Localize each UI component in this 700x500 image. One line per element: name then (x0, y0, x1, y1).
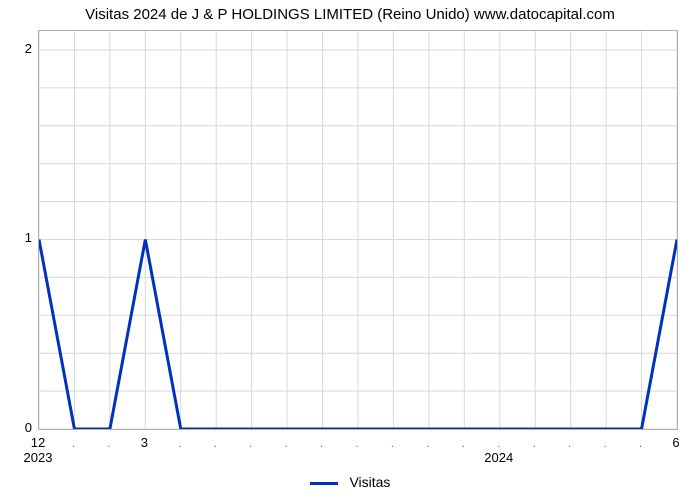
x-minor-tick: . (214, 438, 217, 450)
chart-title: Visitas 2024 de J & P HOLDINGS LIMITED (… (0, 6, 700, 23)
y-tick-label: 1 (0, 230, 32, 245)
visits-chart: Visitas 2024 de J & P HOLDINGS LIMITED (… (0, 0, 700, 500)
x-minor-tick: . (72, 438, 75, 450)
chart-svg (39, 31, 677, 429)
x-minor-tick: . (604, 438, 607, 450)
x-year-label: 2023 (24, 450, 53, 465)
legend-label: Visitas (349, 474, 390, 490)
x-minor-tick: . (178, 438, 181, 450)
legend-item-visitas: Visitas (310, 474, 391, 490)
x-minor-tick: . (426, 438, 429, 450)
x-tick-label: 3 (141, 435, 148, 450)
plot-area (38, 30, 678, 430)
x-minor-tick: . (320, 438, 323, 450)
x-minor-tick: . (462, 438, 465, 450)
x-minor-tick: . (568, 438, 571, 450)
x-minor-tick: . (639, 438, 642, 450)
legend-swatch (310, 482, 338, 485)
y-tick-label: 2 (0, 41, 32, 56)
x-minor-tick: . (533, 438, 536, 450)
x-minor-tick: . (285, 438, 288, 450)
x-minor-tick: . (249, 438, 252, 450)
x-minor-tick: . (355, 438, 358, 450)
x-minor-tick: . (391, 438, 394, 450)
chart-legend: Visitas (0, 474, 700, 492)
x-minor-tick: . (107, 438, 110, 450)
x-year-label: 2024 (484, 450, 513, 465)
x-minor-tick: . (497, 438, 500, 450)
x-tick-label: 12 (31, 435, 45, 450)
x-tick-label: 6 (672, 435, 679, 450)
y-tick-label: 0 (0, 420, 32, 435)
